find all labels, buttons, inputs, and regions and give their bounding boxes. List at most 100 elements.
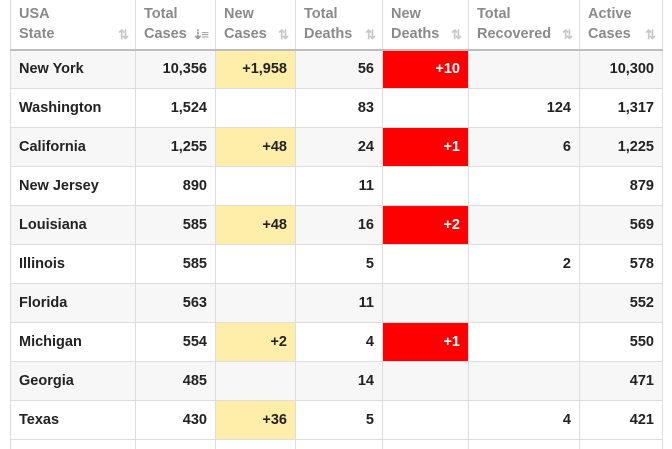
active-cases-cell: 471 (579, 360, 663, 401)
active-cases-cell: 879 (579, 165, 663, 206)
new-cases-cell: +1,958 (215, 49, 296, 89)
total-cases-cell: 430 (135, 399, 216, 440)
new-cases-cell: +36 (215, 399, 296, 440)
col-header-total-recovered[interactable]: Total Recovered ⇅ (468, 0, 580, 51)
table-row: California 1,255 +48 24 +1 6 1,225 (10, 126, 663, 167)
col-header-active-cases[interactable]: Active Cases ⇅ (579, 0, 663, 51)
total-cases-cell: 554 (135, 321, 216, 362)
total-cases-cell: 1,524 (135, 87, 216, 128)
usa-states-table: USA State ⇅ Total Cases ⇣≡ New Cases ⇅ Total De… (10, 0, 663, 449)
sort-icon[interactable]: ⇅ (278, 27, 289, 42)
active-cases-cell: 10,300 (579, 49, 663, 89)
total-deaths-cell: 4 (295, 321, 383, 362)
sort-icon[interactable]: ⇅ (365, 27, 376, 42)
total-cases-cell: 585 (135, 243, 216, 284)
sort-icon[interactable]: ⇅ (118, 27, 129, 42)
active-cases-cell: 552 (579, 282, 663, 323)
table-row: New York 10,356 +1,958 56 +10 10,300 (10, 49, 663, 89)
new-cases-cell (215, 438, 296, 449)
state-cell: California (10, 126, 136, 167)
table-row: Louisiana 585 +48 16 +2 569 (10, 204, 663, 245)
state-cell (10, 438, 136, 449)
total-deaths-cell: 11 (295, 165, 383, 206)
new-cases-cell: +48 (215, 126, 296, 167)
total-deaths-cell: 5 (295, 399, 383, 440)
total-recovered-cell (468, 360, 580, 401)
new-cases-cell (215, 360, 296, 401)
new-cases-cell: +2 (215, 321, 296, 362)
total-deaths-cell: 16 (295, 204, 383, 245)
total-deaths-cell: 24 (295, 126, 383, 167)
total-recovered-cell: 6 (468, 126, 580, 167)
total-cases-cell: 890 (135, 165, 216, 206)
new-deaths-cell (382, 87, 469, 128)
active-cases-cell: 578 (579, 243, 663, 284)
total-deaths-cell: 5 (295, 243, 383, 284)
sort-icon[interactable]: ⇅ (562, 27, 573, 42)
table-row: Michigan 554 +2 4 +1 550 (10, 321, 663, 362)
state-cell: Texas (10, 399, 136, 440)
total-deaths-cell: 11 (295, 282, 383, 323)
total-recovered-cell: 124 (468, 87, 580, 128)
active-cases-cell: 569 (579, 204, 663, 245)
state-cell: Illinois (10, 243, 136, 284)
total-cases-cell: 585 (135, 204, 216, 245)
state-cell: Georgia (10, 360, 136, 401)
new-deaths-cell (382, 360, 469, 401)
total-cases-cell: 1,255 (135, 126, 216, 167)
table-row: Illinois 585 5 2 578 (10, 243, 663, 284)
total-deaths-cell (295, 438, 383, 449)
col-header-total-cases[interactable]: Total Cases ⇣≡ (135, 0, 216, 51)
total-recovered-cell (468, 438, 580, 449)
table-row: New Jersey 890 11 879 (10, 165, 663, 206)
new-deaths-cell (382, 165, 469, 206)
state-cell: Michigan (10, 321, 136, 362)
header-row: USA State ⇅ Total Cases ⇣≡ New Cases ⇅ Total De… (10, 0, 663, 51)
new-deaths-cell: +2 (382, 204, 469, 245)
new-deaths-cell (382, 243, 469, 284)
sort-icon[interactable]: ⇅ (645, 27, 656, 42)
active-cases-cell: 421 (579, 399, 663, 440)
total-deaths-cell: 14 (295, 360, 383, 401)
new-cases-cell (215, 87, 296, 128)
new-deaths-cell: +10 (382, 49, 469, 89)
total-cases-cell: 485 (135, 360, 216, 401)
state-cell: Washington (10, 87, 136, 128)
total-recovered-cell (468, 165, 580, 206)
new-deaths-cell: +1 (382, 321, 469, 362)
total-recovered-cell (468, 49, 580, 89)
new-cases-cell (215, 282, 296, 323)
table-row: Florida 563 11 552 (10, 282, 663, 323)
col-header-total-deaths[interactable]: Total Deaths ⇅ (295, 0, 383, 51)
total-recovered-cell (468, 321, 580, 362)
new-cases-cell: +48 (215, 204, 296, 245)
new-cases-cell (215, 243, 296, 284)
active-cases-cell: 1,225 (579, 126, 663, 167)
state-cell: Louisiana (10, 204, 136, 245)
col-header-state[interactable]: USA State ⇅ (10, 0, 136, 51)
active-cases-cell (579, 438, 663, 449)
total-recovered-cell (468, 204, 580, 245)
state-cell: New Jersey (10, 165, 136, 206)
new-deaths-cell (382, 438, 469, 449)
sort-descending-icon[interactable]: ⇣≡ (192, 27, 210, 42)
new-deaths-cell (382, 282, 469, 323)
table-row: Washington 1,524 83 124 1,317 (10, 87, 663, 128)
total-deaths-cell: 56 (295, 49, 383, 89)
total-cases-cell: 10,356 (135, 49, 216, 89)
total-recovered-cell: 4 (468, 399, 580, 440)
total-recovered-cell: 2 (468, 243, 580, 284)
total-recovered-cell (468, 282, 580, 323)
col-header-new-deaths[interactable]: New Deaths ⇅ (382, 0, 469, 51)
total-cases-cell (135, 438, 216, 449)
total-deaths-cell: 83 (295, 87, 383, 128)
col-header-new-cases[interactable]: New Cases ⇅ (215, 0, 296, 51)
total-cases-cell: 563 (135, 282, 216, 323)
new-cases-cell (215, 165, 296, 206)
sort-icon[interactable]: ⇅ (451, 27, 462, 42)
table-row: Georgia 485 14 471 (10, 360, 663, 401)
active-cases-cell: 1,317 (579, 87, 663, 128)
active-cases-cell: 550 (579, 321, 663, 362)
state-cell: New York (10, 49, 136, 89)
